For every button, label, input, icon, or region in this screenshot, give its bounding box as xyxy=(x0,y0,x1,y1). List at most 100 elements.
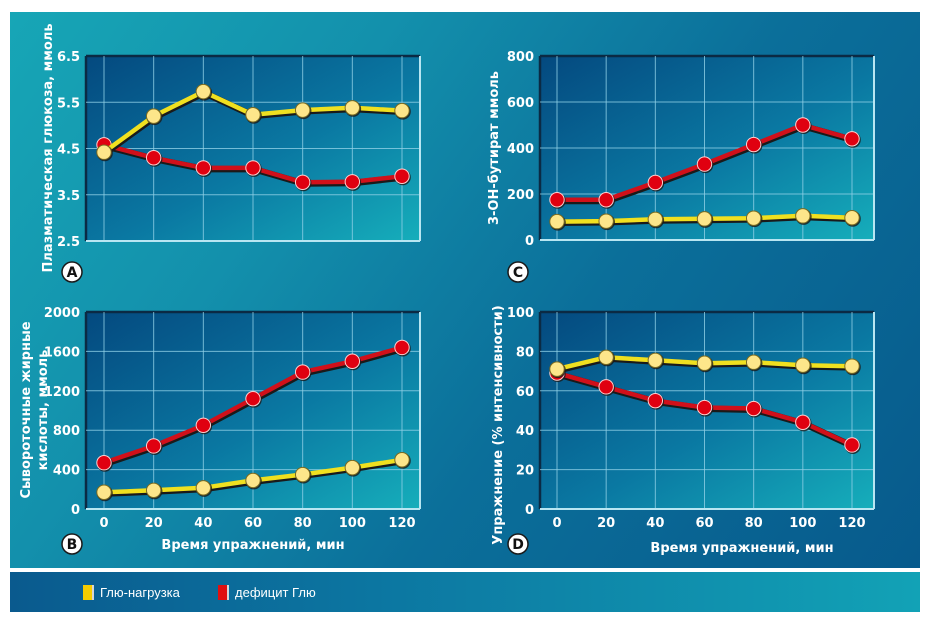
x-tick-label: 40 xyxy=(646,516,664,531)
data-point xyxy=(745,354,762,370)
panel-badge xyxy=(61,533,83,555)
data-point xyxy=(294,364,311,380)
legend-item-glucose-deficit: дефицит Глю xyxy=(218,584,316,600)
panel-letter: D xyxy=(512,537,524,553)
series-glucose-deficit xyxy=(549,117,861,209)
x-tick-label: 20 xyxy=(145,516,163,531)
series-glucose-load xyxy=(549,208,861,231)
data-point xyxy=(795,414,811,431)
legend-swatch-red xyxy=(218,584,229,600)
data-point xyxy=(647,352,664,368)
data-point xyxy=(844,358,860,374)
legend-label: Глю-нагрузка xyxy=(100,584,180,600)
data-point xyxy=(145,438,162,454)
data-point xyxy=(598,213,614,229)
y-tick-label: 1600 xyxy=(44,345,80,360)
data-point xyxy=(844,131,860,147)
chart-panel-d: 0 20 40 60 80 100 0 20 40 60 80 100 120 D Упражнение (… xyxy=(491,305,875,556)
x-axis-title: Время упражнений, мин xyxy=(161,538,344,553)
y-tick-label: 40 xyxy=(516,424,534,439)
data-point xyxy=(145,150,162,166)
x-tick-label: 80 xyxy=(745,516,763,531)
y-tick-label: 60 xyxy=(516,385,534,400)
y-tick-label: 4.5 xyxy=(57,143,80,158)
data-point xyxy=(696,355,713,371)
data-point xyxy=(549,192,565,208)
y-axis-title: Упражнение (% интенсивности) xyxy=(491,305,506,544)
x-tick-label: 20 xyxy=(597,516,615,531)
data-point xyxy=(245,107,261,123)
y-tick-label: 80 xyxy=(516,345,534,360)
x-tick-label: 0 xyxy=(552,516,561,531)
data-point xyxy=(245,160,261,176)
x-tick-label: 120 xyxy=(838,516,865,531)
y-tick-label: 400 xyxy=(507,142,534,157)
panel-letter: A xyxy=(67,265,78,281)
legend-swatch-yellow xyxy=(83,584,94,600)
data-point xyxy=(598,192,614,208)
y-tick-label: 0 xyxy=(525,234,534,249)
legend: Глю-нагрузка дефицит Глю xyxy=(10,572,920,612)
data-point xyxy=(745,400,762,417)
data-point xyxy=(294,174,311,190)
series-glucose-load xyxy=(549,349,861,379)
data-point xyxy=(344,459,361,476)
series-glucose-deficit xyxy=(96,137,411,192)
data-point xyxy=(696,156,713,172)
x-tick-label: 40 xyxy=(194,516,212,531)
data-point xyxy=(394,339,410,356)
data-point xyxy=(294,102,311,118)
data-point xyxy=(696,211,713,227)
data-point xyxy=(394,102,410,119)
data-point xyxy=(245,390,261,407)
data-point xyxy=(145,482,162,498)
chart-panel-a: 2.5 3.5 4.5 5.5 6.5 A Плазматическая глюкоза, … xyxy=(41,23,421,283)
y-tick-label: 20 xyxy=(516,464,534,479)
y-tick-label: 6.5 xyxy=(57,50,80,65)
x-axis-title: Время упражнений, мин xyxy=(650,541,833,556)
data-point xyxy=(96,144,112,160)
x-tick-label: 0 xyxy=(99,516,108,531)
data-point xyxy=(96,484,112,500)
data-point xyxy=(795,208,811,224)
y-tick-label: 400 xyxy=(53,464,80,479)
data-point xyxy=(745,136,762,153)
data-point xyxy=(844,209,860,226)
data-point xyxy=(344,100,361,116)
data-point xyxy=(195,83,212,100)
panel-badge xyxy=(507,261,529,283)
series-glucose-load xyxy=(96,83,411,162)
series-glucose-load xyxy=(96,452,411,502)
data-point xyxy=(96,455,112,471)
data-point xyxy=(294,466,311,483)
y-tick-label: 0 xyxy=(71,503,80,518)
data-point xyxy=(549,361,565,377)
y-axis-title: Плазматическая глюкоза, ммоль xyxy=(41,23,56,272)
data-point xyxy=(195,160,212,176)
y-axis-title: Сывороточные жирные xyxy=(19,321,34,498)
data-point xyxy=(696,399,713,416)
x-tick-label: 120 xyxy=(388,516,415,531)
y-tick-label: 1200 xyxy=(44,385,80,400)
data-point xyxy=(195,480,212,496)
y-tick-label: 5.5 xyxy=(57,96,80,111)
x-tick-label: 100 xyxy=(339,516,366,531)
data-point xyxy=(795,357,811,373)
data-point xyxy=(647,174,664,191)
data-point xyxy=(549,213,565,230)
y-tick-label: 2.5 xyxy=(57,235,80,250)
x-tick-label: 80 xyxy=(294,516,312,531)
data-point xyxy=(145,108,162,124)
legend-item-glucose-load: Глю-нагрузка xyxy=(83,584,180,600)
data-point xyxy=(394,168,410,184)
data-point xyxy=(394,452,410,468)
y-tick-label: 3.5 xyxy=(57,189,80,204)
data-point xyxy=(245,472,261,489)
data-point xyxy=(195,417,212,433)
y-axis-title: кислоты, ммоль xyxy=(36,350,51,471)
data-point xyxy=(598,379,614,395)
data-point xyxy=(598,349,614,366)
y-tick-label: 600 xyxy=(507,96,534,111)
data-point xyxy=(795,117,811,133)
